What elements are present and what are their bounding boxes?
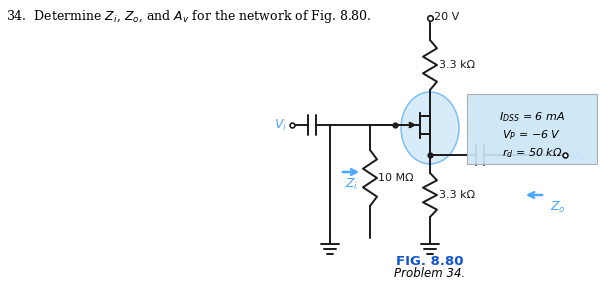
Text: 10 MΩ: 10 MΩ xyxy=(378,173,414,183)
Text: $V_P$ = −6 V: $V_P$ = −6 V xyxy=(502,128,562,142)
Text: $V_i$: $V_i$ xyxy=(274,117,287,133)
Text: $Z_o$: $Z_o$ xyxy=(550,200,566,215)
Text: $I_{DSS}$ = 6 mA: $I_{DSS}$ = 6 mA xyxy=(499,110,565,124)
Text: 3.3 kΩ: 3.3 kΩ xyxy=(439,60,475,70)
Text: 34.  Determine $Z_i$, $Z_o$, and $A_v$ for the network of Fig. 8.80.: 34. Determine $Z_i$, $Z_o$, and $A_v$ fo… xyxy=(6,8,371,25)
Text: 20 V: 20 V xyxy=(434,12,459,22)
Text: $r_d$ = 50 kΩ: $r_d$ = 50 kΩ xyxy=(502,146,562,160)
Text: FIG. 8.80: FIG. 8.80 xyxy=(396,255,464,268)
Text: 3.3 kΩ: 3.3 kΩ xyxy=(439,190,475,200)
Text: Problem 34.: Problem 34. xyxy=(394,267,466,280)
Text: $V_o$: $V_o$ xyxy=(570,147,586,162)
FancyBboxPatch shape xyxy=(467,94,597,164)
Ellipse shape xyxy=(401,92,459,164)
Text: $Z_i$: $Z_i$ xyxy=(345,176,358,192)
